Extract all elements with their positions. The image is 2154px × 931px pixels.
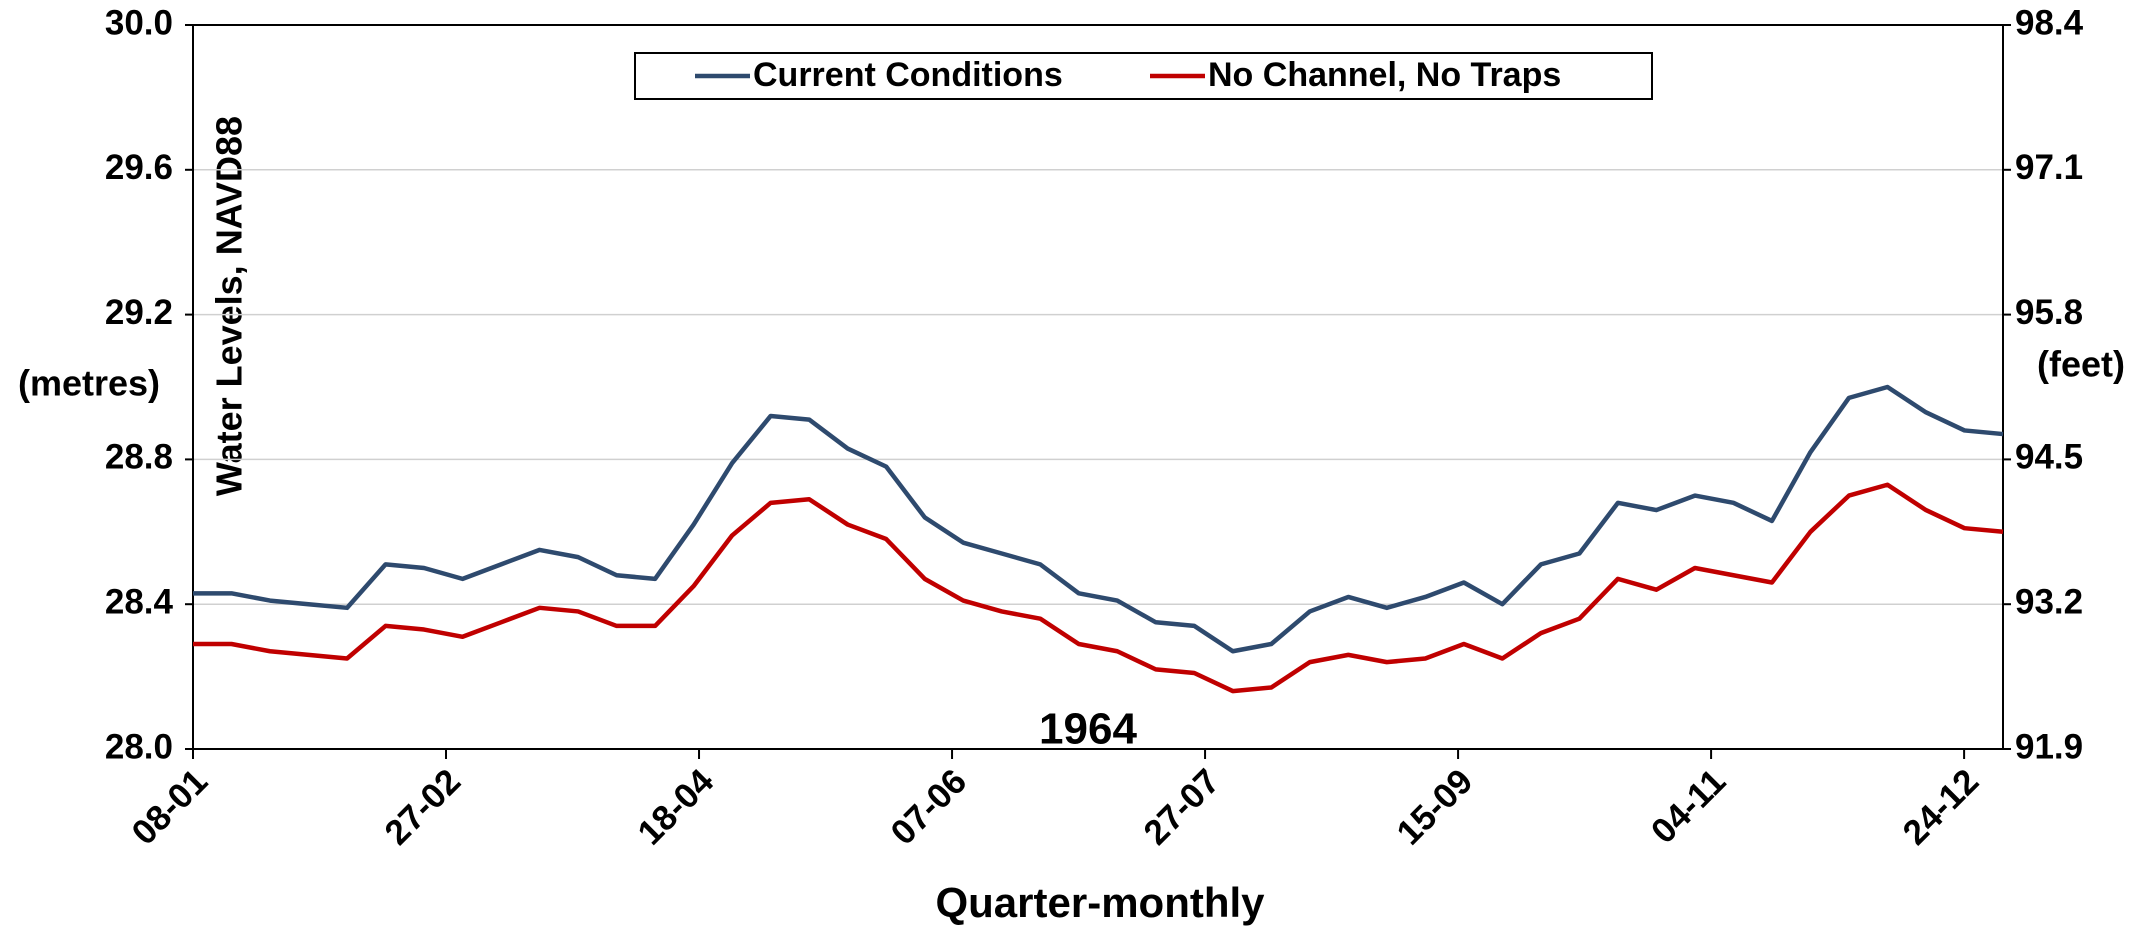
x-axis-title: Quarter-monthly — [935, 879, 1265, 926]
series-line — [193, 384, 2004, 654]
y-unit: (metres) — [18, 363, 160, 404]
legend-box — [634, 52, 1653, 100]
y-tick-label: 30.0 — [105, 3, 173, 42]
annotation: 1964 — [1039, 705, 1137, 754]
y2-tick-label: 95.8 — [2015, 293, 2083, 332]
y-tick-label: 28.4 — [105, 582, 174, 621]
x-tick-label: 24-12 — [1895, 762, 1986, 853]
y2-tick-label: 93.2 — [2015, 582, 2083, 621]
y2-tick-label: 91.9 — [2015, 727, 2083, 766]
x-tick-label: 08-01 — [124, 762, 215, 853]
y-tick-label: 28.8 — [105, 438, 173, 477]
y2-tick-label: 97.1 — [2015, 148, 2083, 187]
y-tick-label: 28.0 — [105, 727, 173, 766]
plot-frame — [192, 24, 2004, 750]
x-tick-label: 27-02 — [377, 762, 468, 853]
legend-label: No Channel, No Traps — [1208, 56, 1561, 94]
x-tick-label: 18-04 — [630, 761, 721, 852]
x-tick-label: 27-07 — [1136, 762, 1227, 853]
y-axis-title: Water Levels, NAVD88 — [209, 116, 250, 496]
series-line — [193, 482, 2004, 694]
legend-label: Current Conditions — [753, 56, 1063, 94]
y2-tick-label: 94.5 — [2015, 438, 2083, 477]
x-tick-label: 07-06 — [883, 762, 974, 853]
y2-unit: (feet) — [2037, 344, 2125, 385]
x-tick-label: 15-09 — [1389, 762, 1480, 853]
y2-tick-label: 98.4 — [2015, 3, 2084, 42]
y-tick-label: 29.2 — [105, 293, 173, 332]
y-tick-label: 29.6 — [105, 148, 173, 187]
x-tick-label: 04-11 — [1644, 762, 1734, 852]
